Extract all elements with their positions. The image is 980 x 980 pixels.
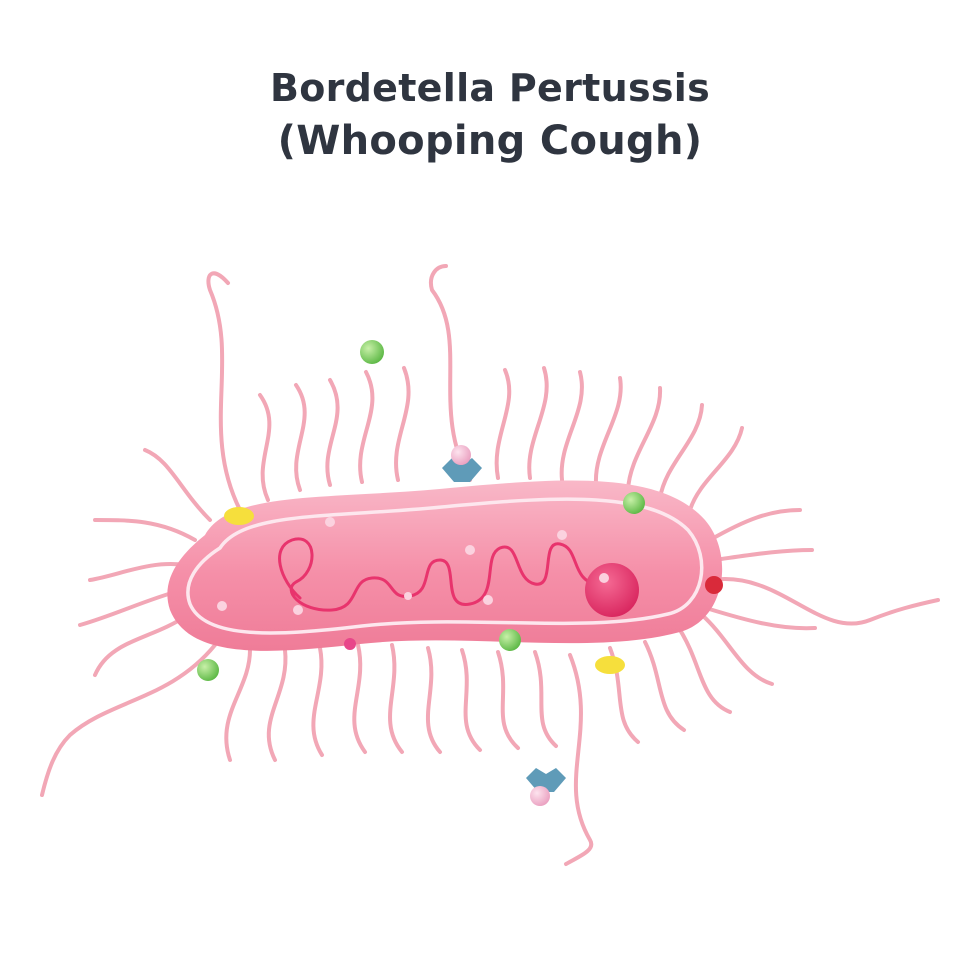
yellow-vesicle	[595, 656, 625, 674]
flagellum	[388, 643, 404, 754]
red-vesicle	[705, 576, 723, 594]
flagellum	[494, 368, 512, 480]
flagellum	[224, 648, 252, 762]
flagellum	[704, 606, 817, 631]
cell-body	[167, 480, 723, 651]
flagellum	[527, 366, 549, 480]
flagellum	[710, 577, 940, 626]
flagellum	[40, 643, 217, 797]
title-block: Bordetella Pertussis (Whooping Cough)	[0, 62, 980, 168]
nucleoid	[585, 563, 639, 617]
flagellum	[88, 562, 187, 582]
flagellum	[658, 403, 704, 500]
flagellum	[78, 588, 184, 627]
diagram-subtitle: (Whooping Cough)	[277, 118, 703, 164]
pink-vesicle	[344, 638, 356, 650]
flagellum	[429, 264, 472, 482]
flagellum	[352, 643, 367, 754]
flagellum	[708, 508, 802, 542]
green-vesicle	[197, 659, 219, 681]
green-vesicle	[360, 340, 384, 364]
cell-membrane	[186, 497, 704, 635]
flagellum	[394, 366, 411, 482]
diagram-title: Bordetella Pertussis	[269, 66, 711, 110]
flagellum	[564, 653, 594, 866]
toxin-cluster	[442, 445, 482, 482]
flagellum	[626, 386, 663, 492]
vesicles	[197, 340, 723, 681]
granules	[217, 517, 567, 615]
flagellum	[266, 648, 288, 762]
flagellum	[688, 426, 744, 512]
flagellum	[700, 613, 774, 686]
flagellum	[678, 628, 732, 714]
flagellum	[426, 646, 442, 754]
flagellum	[311, 646, 324, 757]
flagellum	[533, 650, 558, 748]
dna-strand	[278, 537, 600, 612]
green-vesicle	[623, 492, 645, 514]
flagellum	[643, 640, 686, 732]
flagellum	[460, 648, 482, 752]
green-vesicle	[499, 629, 521, 651]
flagellum	[93, 613, 190, 677]
cell-wall	[167, 480, 723, 651]
flagellum	[143, 448, 212, 522]
flagella	[40, 264, 940, 866]
yellow-vesicle	[224, 507, 254, 525]
flagellum	[206, 271, 242, 512]
flagellum	[593, 376, 623, 486]
flagellum	[294, 383, 307, 492]
flagellum	[93, 518, 197, 542]
flagellum	[358, 370, 375, 484]
flagellum	[258, 393, 272, 502]
flagellum	[496, 650, 520, 750]
flagellum	[559, 370, 584, 482]
flagellum	[325, 378, 340, 487]
toxin-cluster	[526, 768, 566, 806]
flagellum	[712, 548, 814, 562]
